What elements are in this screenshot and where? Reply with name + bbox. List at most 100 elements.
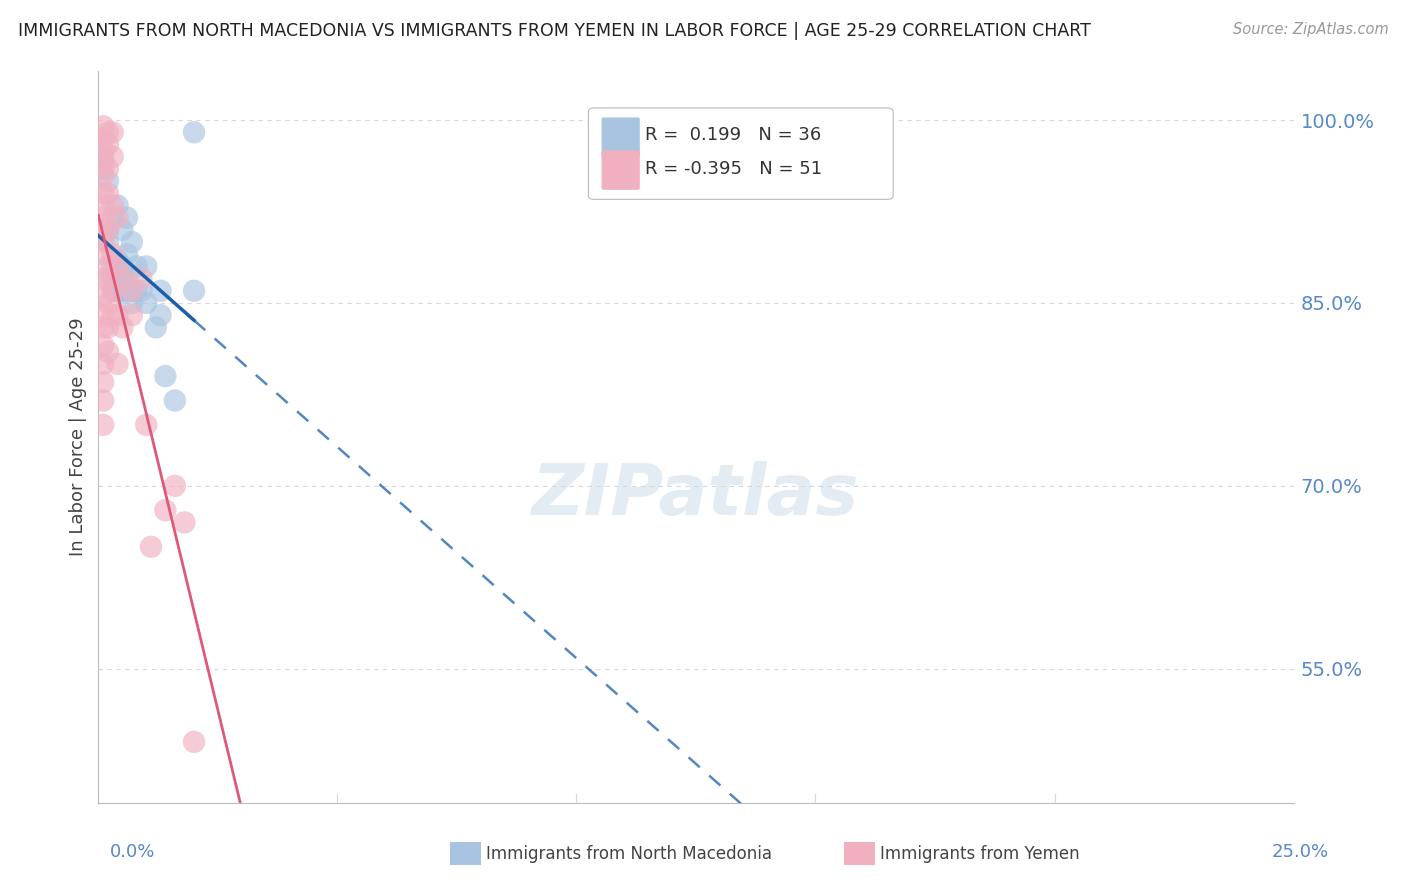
Point — [111, 271, 134, 285]
Text: ZIPatlas: ZIPatlas — [533, 461, 859, 530]
Point — [97, 223, 120, 237]
Point — [91, 131, 114, 145]
Point — [91, 290, 114, 304]
Point — [91, 211, 114, 225]
Point — [121, 235, 143, 249]
Point — [97, 223, 120, 237]
Point — [183, 284, 205, 298]
Point — [183, 735, 205, 749]
Point — [101, 198, 124, 212]
Point — [91, 320, 114, 334]
Point — [121, 284, 143, 298]
Point — [135, 260, 157, 274]
Point — [107, 357, 129, 371]
Point — [101, 150, 124, 164]
Text: R = -0.395   N = 51: R = -0.395 N = 51 — [644, 160, 821, 178]
Point — [91, 144, 114, 158]
Point — [91, 235, 114, 249]
Point — [131, 271, 153, 285]
Point — [97, 174, 120, 188]
Point — [163, 393, 186, 408]
Point — [121, 296, 143, 310]
Text: Immigrants from Yemen: Immigrants from Yemen — [880, 845, 1080, 863]
Point — [91, 120, 114, 134]
Point — [91, 155, 114, 169]
Point — [97, 161, 120, 176]
Point — [107, 260, 129, 274]
Point — [111, 260, 134, 274]
Point — [107, 198, 129, 212]
Point — [131, 284, 153, 298]
Point — [101, 284, 124, 298]
Point — [91, 393, 114, 408]
Point — [91, 308, 114, 322]
FancyBboxPatch shape — [602, 118, 640, 157]
Point — [101, 247, 124, 261]
Point — [91, 198, 114, 212]
Text: 0.0%: 0.0% — [110, 843, 155, 861]
Point — [97, 344, 120, 359]
Point — [97, 296, 120, 310]
Point — [155, 503, 177, 517]
Point — [91, 223, 114, 237]
Point — [149, 284, 172, 298]
Point — [139, 540, 162, 554]
Point — [183, 125, 205, 139]
Point — [111, 223, 134, 237]
Point — [107, 284, 129, 298]
Point — [101, 284, 124, 298]
Point — [97, 125, 120, 139]
Point — [115, 284, 138, 298]
Point — [125, 284, 148, 298]
Point — [107, 211, 129, 225]
FancyBboxPatch shape — [589, 108, 893, 200]
Point — [163, 479, 186, 493]
Point — [97, 260, 120, 274]
Text: Source: ZipAtlas.com: Source: ZipAtlas.com — [1233, 22, 1389, 37]
Point — [91, 339, 114, 353]
Point — [91, 376, 114, 390]
Point — [97, 320, 120, 334]
Text: Immigrants from North Macedonia: Immigrants from North Macedonia — [486, 845, 772, 863]
Text: 25.0%: 25.0% — [1271, 843, 1329, 861]
Point — [91, 186, 114, 201]
Point — [115, 247, 138, 261]
Text: R =  0.199   N = 36: R = 0.199 N = 36 — [644, 126, 821, 144]
Point — [145, 320, 167, 334]
Point — [115, 211, 138, 225]
Point — [135, 296, 157, 310]
Point — [91, 357, 114, 371]
Point — [107, 253, 129, 268]
Y-axis label: In Labor Force | Age 25-29: In Labor Force | Age 25-29 — [69, 318, 87, 557]
Point — [101, 211, 124, 225]
Point — [97, 235, 120, 249]
Point — [91, 271, 114, 285]
Point — [97, 271, 120, 285]
Point — [97, 137, 120, 152]
Point — [121, 284, 143, 298]
Point — [107, 271, 129, 285]
Point — [155, 369, 177, 384]
Point — [107, 308, 129, 322]
Point — [91, 150, 114, 164]
Point — [111, 271, 134, 285]
Point — [97, 186, 120, 201]
Point — [121, 308, 143, 322]
Point — [173, 516, 195, 530]
Point — [101, 260, 124, 274]
Point — [91, 417, 114, 432]
Point — [125, 260, 148, 274]
Point — [111, 284, 134, 298]
Point — [101, 271, 124, 285]
Point — [91, 247, 114, 261]
FancyBboxPatch shape — [602, 151, 640, 190]
Point — [91, 161, 114, 176]
Point — [115, 271, 138, 285]
Point — [149, 308, 172, 322]
Point — [135, 417, 157, 432]
Point — [101, 125, 124, 139]
Point — [101, 308, 124, 322]
Point — [111, 320, 134, 334]
Text: IMMIGRANTS FROM NORTH MACEDONIA VS IMMIGRANTS FROM YEMEN IN LABOR FORCE | AGE 25: IMMIGRANTS FROM NORTH MACEDONIA VS IMMIG… — [18, 22, 1091, 40]
Point — [91, 168, 114, 182]
